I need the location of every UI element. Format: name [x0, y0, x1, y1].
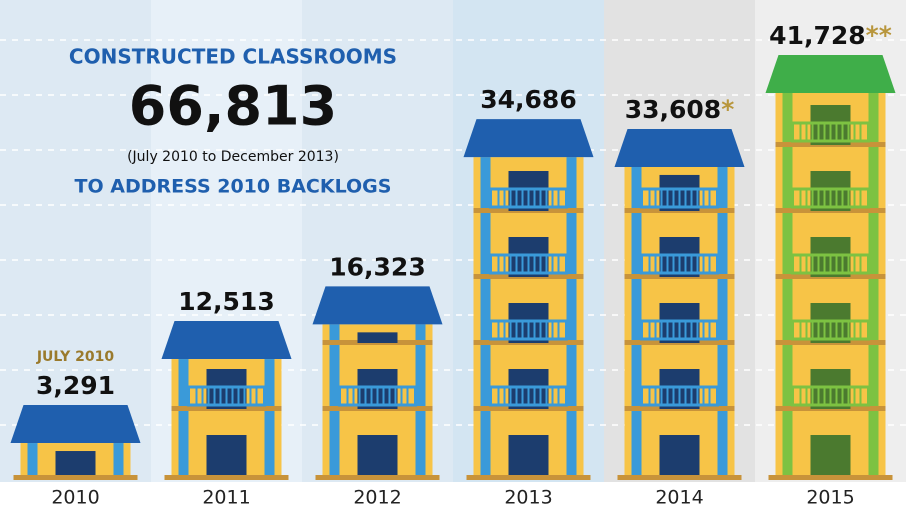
value-label: 41,728** [769, 21, 892, 50]
base [617, 475, 742, 480]
value-text: 12,513 [178, 287, 274, 316]
building-body [775, 93, 886, 475]
building [614, 128, 745, 480]
base [768, 475, 893, 480]
roof [312, 286, 443, 325]
total: 66,813 [129, 75, 337, 138]
value-text: 33,608 [625, 95, 721, 124]
value-text: 3,291 [36, 371, 115, 400]
base [164, 475, 289, 480]
value-note: ** [866, 21, 892, 50]
value-text: 34,686 [480, 85, 576, 114]
building [312, 286, 443, 480]
x-tick-label: 2010 [51, 487, 99, 509]
window [508, 435, 549, 475]
x-tick-label: 2014 [655, 487, 703, 509]
subheading: TO ADDRESS 2010 BACKLOGS [75, 176, 392, 198]
stripe [566, 157, 577, 475]
x-tick-label: 2012 [353, 487, 401, 509]
label-note: JULY 2010 [36, 349, 115, 365]
building [463, 119, 594, 480]
value-text: 41,728 [769, 21, 865, 50]
roof [10, 405, 141, 444]
stripe [717, 166, 728, 475]
stripe [782, 93, 793, 475]
base [466, 475, 591, 480]
window [810, 435, 851, 475]
stripe [113, 443, 124, 475]
roof [765, 55, 896, 93]
stripe [480, 157, 491, 475]
stripe [178, 359, 189, 475]
x-tick-label: 2015 [806, 487, 854, 509]
heading: CONSTRUCTED CLASSROOMS [69, 45, 397, 69]
footer [0, 482, 906, 514]
building [10, 405, 141, 480]
stripe [27, 443, 38, 475]
period: (July 2010 to December 2013) [127, 149, 339, 165]
stripe [631, 166, 642, 475]
value-label: 16,323 [329, 252, 425, 281]
value-label: 33,608* [625, 95, 735, 124]
roof [614, 128, 745, 167]
window [206, 435, 247, 475]
x-tick-label: 2011 [202, 487, 250, 509]
base [315, 475, 440, 480]
stripe [415, 324, 426, 475]
value-note: * [721, 95, 734, 124]
window [55, 451, 96, 475]
building [161, 321, 292, 480]
window [659, 435, 700, 475]
window [357, 435, 398, 475]
roof [161, 321, 292, 360]
stripe [329, 324, 340, 475]
x-tick-label: 2013 [504, 487, 552, 509]
value-label: 34,686 [480, 85, 576, 114]
stripe [868, 93, 879, 475]
value-label: 12,513 [178, 287, 274, 316]
window [357, 332, 398, 343]
roof [463, 119, 594, 158]
value-label: 3,291 [36, 371, 115, 400]
base [13, 475, 138, 480]
stripe [264, 359, 275, 475]
building [765, 55, 896, 480]
value-text: 16,323 [329, 252, 425, 281]
